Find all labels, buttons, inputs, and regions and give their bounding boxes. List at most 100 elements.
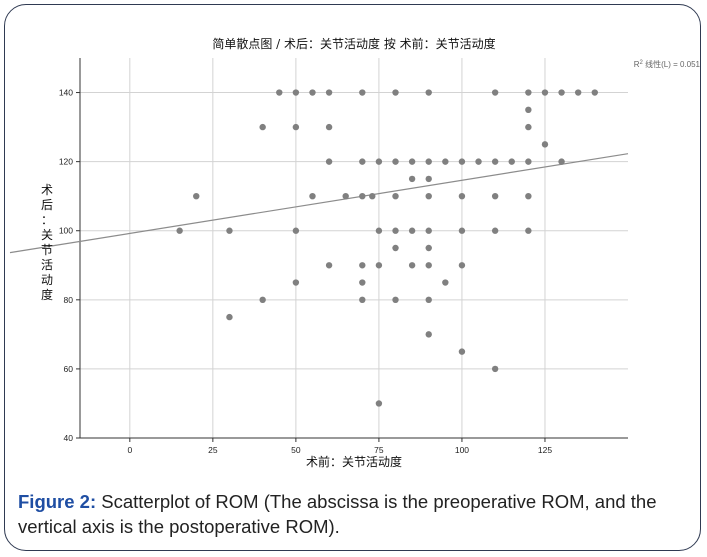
data-point [458,192,466,200]
data-point [558,89,565,96]
y-tick-label: 40 [64,433,74,443]
data-point [442,279,449,286]
data-point [392,89,399,96]
data-point [325,123,333,131]
figure-label: Figure 2: [18,491,97,512]
caption-text: Scatterplot of ROM (The abscissa is the … [18,491,657,537]
y-axis-label-char: 活 [41,258,53,272]
x-tick-label: 0 [127,445,132,455]
data-point [226,313,233,321]
data-point [425,262,432,269]
y-axis-label-char: 后 [41,198,53,212]
grid-lines [80,58,628,439]
data-point [491,365,499,373]
data-point [359,279,366,286]
data-point [425,192,432,200]
data-point [508,158,515,165]
y-tick-label: 140 [59,88,73,98]
data-point [425,296,432,304]
y-tick-label: 60 [64,364,74,374]
data-point [359,262,366,269]
data-point [525,106,532,114]
y-axis-label-char: 术 [41,183,53,197]
data-point [259,296,266,304]
data-point [342,192,349,200]
data-point [475,158,482,165]
x-tick-label: 125 [538,445,552,455]
data-point [491,227,499,234]
data-point [425,175,432,183]
data-point [408,175,416,183]
x-axis-label: 术前：关节活动度 [306,454,402,469]
y-axis-label-char: 动 [41,273,53,287]
fit-line-layer [9,153,629,254]
data-point [525,227,532,234]
data-point [525,89,532,96]
data-point [491,192,499,200]
data-point [176,227,183,234]
data-point [491,158,499,165]
figure-caption: Figure 2: Scatterplot of ROM (The abscis… [18,489,698,539]
scatter-chart: 0 25 50 75 100 125 40 60 80 100 120 140 简单散点图 / 术后：关… [9,36,701,469]
data-point [392,296,399,304]
fit-line [9,153,629,254]
data-point [359,158,366,165]
data-point [408,227,416,234]
data-point [309,89,316,96]
data-point [425,244,432,252]
chart-labels: 0 25 50 75 100 125 40 60 80 100 120 140 简单散点图 / 术后：关… [41,36,701,469]
data-point [325,89,333,96]
data-point [541,141,549,148]
data-point [309,192,316,200]
data-point [226,227,233,234]
y-axis-label-char: 度 [41,287,53,302]
data-point [359,296,366,304]
data-point [292,89,300,96]
data-point [325,158,333,165]
data-point [392,244,399,252]
data-point [325,262,333,269]
data-point [525,192,532,200]
data-point [375,400,383,407]
y-axis-label: 术后：关节活动度 [41,183,53,302]
chart-title: 简单散点图 / 术后：关节活动度 按 术前：关节活动度 [212,36,495,51]
fit-line-label: R2 线性(L) = 0.051 [634,59,701,69]
data-point [525,158,532,165]
data-point [425,158,432,165]
y-tick-label: 100 [59,226,73,236]
data-point [458,158,466,165]
x-tick-label: 50 [291,445,301,455]
data-point [292,279,300,286]
data-point [292,123,300,131]
data-point [442,158,449,165]
data-point [259,123,266,131]
data-point [359,192,366,200]
data-point [425,227,432,234]
data-point [392,192,399,200]
x-tick-label: 75 [374,445,384,455]
y-axis-label-char: ： [41,213,53,227]
data-point [408,262,416,269]
data-point [425,331,432,338]
figure-frame [4,4,701,551]
data-point [591,89,598,96]
data-point [458,262,466,269]
data-point [458,227,466,234]
data-point [276,89,283,96]
y-axis-label-char: 节 [41,243,53,257]
data-point [359,89,366,96]
data-point [292,227,300,234]
axes [76,58,628,442]
data-point [408,158,416,165]
data-point [491,89,499,96]
y-axis-label-char: 关 [41,228,53,242]
data-point [369,192,376,200]
y-tick-label: 80 [64,295,74,305]
data-point [375,227,383,234]
data-point [392,227,399,234]
data-point [541,89,549,96]
data-point [375,262,383,269]
data-point [574,89,582,96]
x-tick-label: 100 [455,445,469,455]
data-point [525,123,532,131]
